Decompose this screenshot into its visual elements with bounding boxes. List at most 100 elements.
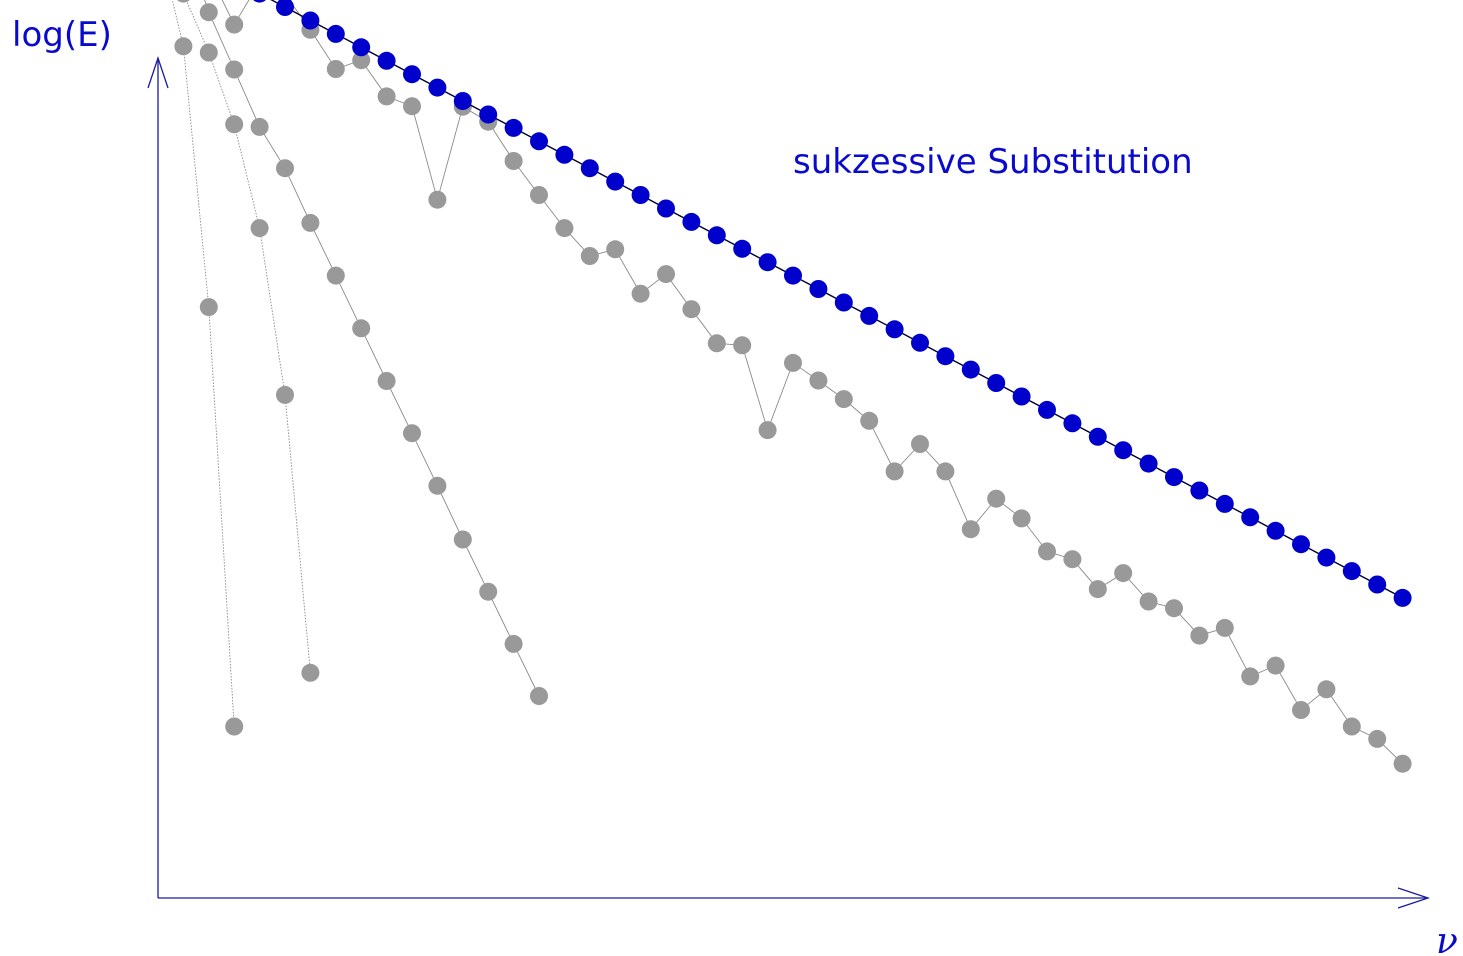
data-point xyxy=(1038,400,1056,419)
data-point xyxy=(1368,575,1387,594)
data-point xyxy=(834,390,853,409)
data-point xyxy=(479,582,498,601)
data-point xyxy=(809,280,828,298)
data-point xyxy=(885,320,904,339)
data-point xyxy=(403,424,421,443)
data-point xyxy=(809,371,828,390)
data-point xyxy=(479,105,498,124)
data-point xyxy=(1393,754,1412,773)
x-axis-arrow xyxy=(1397,887,1431,909)
data-point xyxy=(1190,626,1209,645)
data-point xyxy=(936,462,955,481)
data-point xyxy=(961,520,980,539)
data-point xyxy=(1165,599,1183,618)
data-point xyxy=(1342,562,1361,581)
data-point xyxy=(555,145,574,164)
data-point xyxy=(657,265,675,284)
data-point xyxy=(453,92,472,110)
data-point xyxy=(1038,542,1056,561)
data-point xyxy=(885,462,904,481)
data-point xyxy=(301,213,320,232)
data-point xyxy=(1215,494,1234,513)
series-3 xyxy=(199,0,548,705)
data-point xyxy=(326,60,345,78)
data-point xyxy=(936,347,955,366)
data-point xyxy=(758,421,777,440)
data-point xyxy=(199,43,218,62)
data-point xyxy=(784,266,802,285)
data-point xyxy=(987,374,1006,392)
data-point xyxy=(707,226,726,245)
data-point xyxy=(225,717,244,736)
series-1 xyxy=(171,0,244,736)
data-point xyxy=(580,159,599,178)
data-point xyxy=(1114,564,1133,583)
data-point xyxy=(1114,441,1133,460)
data-point xyxy=(352,319,371,338)
data-point xyxy=(1317,548,1336,567)
series-line xyxy=(185,0,311,673)
data-point xyxy=(174,37,193,56)
data-point xyxy=(961,360,980,379)
data-point xyxy=(530,186,548,204)
x-axis-label: ν xyxy=(1436,921,1458,956)
data-point xyxy=(1012,509,1031,528)
data-point xyxy=(352,51,371,70)
data-point xyxy=(177,0,190,3)
data-point xyxy=(301,11,320,30)
data-point xyxy=(1368,729,1387,748)
data-point xyxy=(377,372,396,390)
data-point xyxy=(1165,468,1183,487)
data-point xyxy=(326,266,345,285)
y-axis-arrow xyxy=(147,55,169,89)
data-point xyxy=(403,65,421,84)
data-point xyxy=(199,3,218,22)
data-point xyxy=(276,0,294,16)
data-point xyxy=(580,247,599,265)
data-point xyxy=(199,298,218,317)
data-point xyxy=(1292,701,1310,719)
data-point xyxy=(1292,535,1310,554)
data-point xyxy=(225,60,244,79)
data-point xyxy=(707,334,726,353)
data-point xyxy=(1241,667,1260,686)
data-point xyxy=(428,78,447,97)
data-point xyxy=(657,199,675,218)
data-point xyxy=(606,240,625,259)
data-point xyxy=(530,132,548,151)
data-point xyxy=(428,190,447,209)
data-point xyxy=(250,219,269,238)
data-point xyxy=(860,411,879,430)
data-point xyxy=(250,117,269,136)
data-point xyxy=(733,239,752,258)
data-point xyxy=(606,172,625,191)
data-point xyxy=(225,115,244,134)
data-point xyxy=(504,634,523,653)
data-point xyxy=(1063,414,1082,433)
data-point xyxy=(911,435,929,453)
y-axis-label: log(E) xyxy=(12,15,112,55)
data-point xyxy=(1139,592,1158,611)
data-point xyxy=(911,333,929,352)
data-point xyxy=(377,87,396,106)
data-point xyxy=(377,51,396,70)
data-point xyxy=(301,663,320,682)
series-4 xyxy=(221,0,1412,773)
data-point xyxy=(1317,680,1336,699)
data-point xyxy=(428,476,447,495)
data-point xyxy=(733,336,752,355)
data-point xyxy=(276,159,294,178)
series-layer xyxy=(171,0,1412,773)
data-point xyxy=(352,38,371,57)
data-point xyxy=(504,152,523,170)
data-point xyxy=(453,530,472,549)
data-point xyxy=(1063,550,1082,569)
data-point xyxy=(758,253,777,272)
data-point xyxy=(1215,618,1234,637)
series-line xyxy=(270,0,1403,599)
chart-annotation: sukzessive Substitution xyxy=(793,142,1193,182)
data-point xyxy=(987,489,1006,508)
data-point xyxy=(403,97,421,116)
series-line xyxy=(204,0,540,697)
